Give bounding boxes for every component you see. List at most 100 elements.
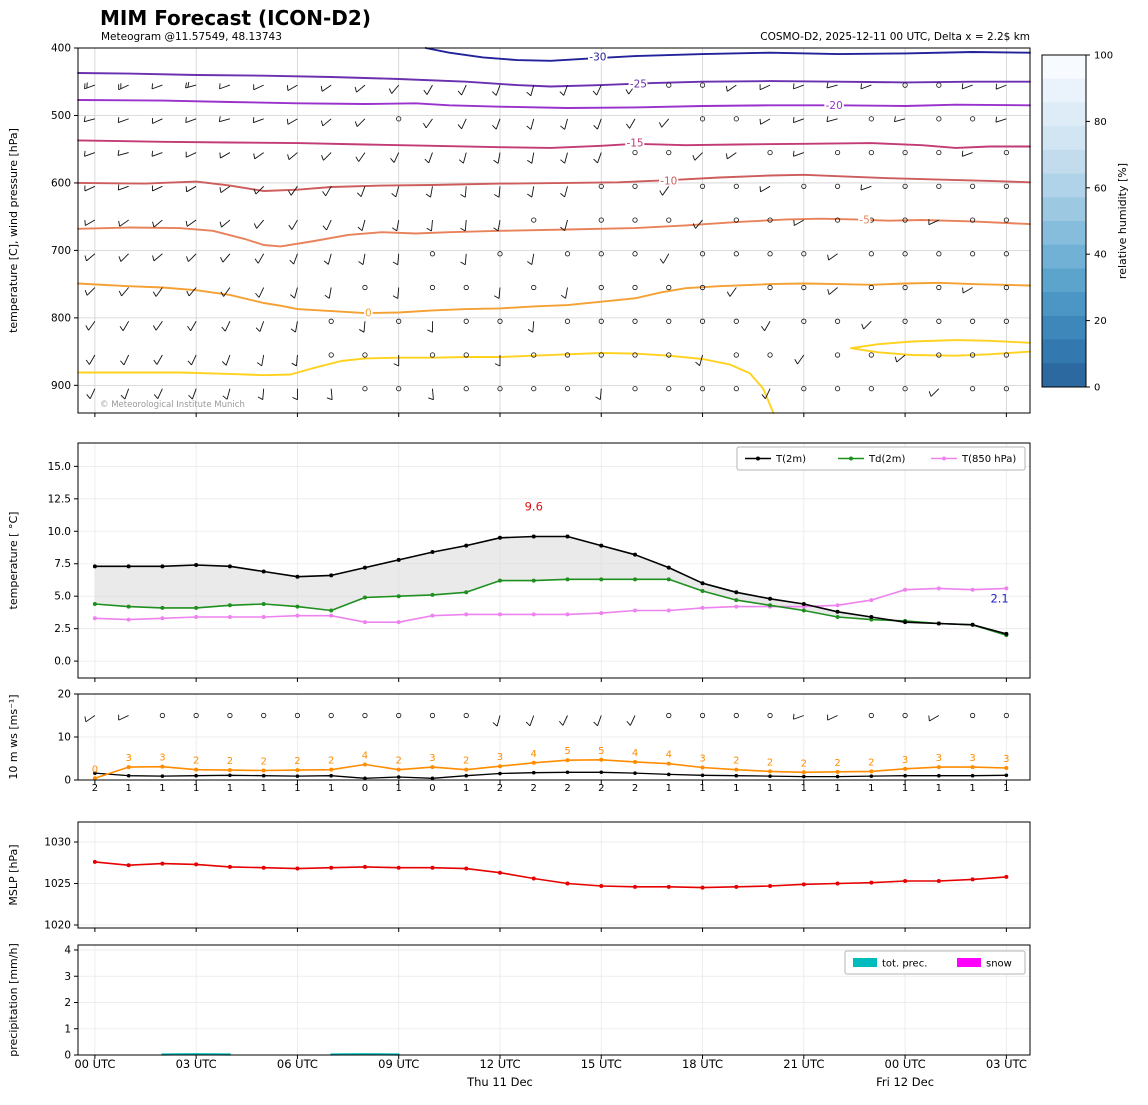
- svg-text:1: 1: [902, 783, 908, 794]
- svg-text:3: 3: [125, 753, 131, 764]
- svg-text:0: 0: [362, 783, 368, 794]
- svg-text:7.5: 7.5: [54, 558, 71, 570]
- svg-text:2: 2: [92, 783, 98, 794]
- svg-text:2: 2: [834, 758, 840, 769]
- svg-text:21 UTC: 21 UTC: [783, 1057, 824, 1071]
- svg-text:-5: -5: [859, 215, 869, 227]
- svg-text:100: 100: [1094, 51, 1113, 62]
- svg-text:2: 2: [463, 756, 469, 767]
- svg-text:3: 3: [902, 755, 908, 766]
- svg-text:© Meteorological Institute Mun: © Meteorological Institute Munich: [100, 400, 245, 410]
- svg-text:temperature [C], wind pressure: temperature [C], wind pressure [hPa]: [7, 128, 20, 333]
- svg-text:2: 2: [328, 756, 334, 767]
- svg-text:800: 800: [51, 312, 71, 324]
- svg-text:Thu 11 Dec: Thu 11 Dec: [466, 1075, 533, 1089]
- svg-text:3: 3: [969, 753, 975, 764]
- svg-text:4: 4: [666, 750, 672, 761]
- svg-text:00 UTC: 00 UTC: [885, 1057, 926, 1071]
- svg-text:-20: -20: [826, 100, 843, 112]
- precip-legend: tot. prec. snow: [844, 950, 1026, 975]
- svg-text:4: 4: [64, 945, 71, 957]
- svg-text:1: 1: [396, 783, 402, 794]
- svg-text:1: 1: [193, 783, 199, 794]
- svg-text:T(850 hPa): T(850 hPa): [961, 454, 1016, 465]
- svg-text:20: 20: [58, 689, 71, 701]
- svg-text:1: 1: [64, 1023, 71, 1035]
- svg-text:1: 1: [666, 783, 672, 794]
- svg-text:80: 80: [1094, 117, 1107, 128]
- temperature-contours: [77, 47, 1031, 414]
- upper-air-panel: -30 -25 -20 -15 -10 -5 0 © Meteorological Insti…: [7, 43, 1031, 417]
- svg-text:tot. prec.: tot. prec.: [882, 959, 927, 970]
- svg-text:18 UTC: 18 UTC: [682, 1057, 723, 1071]
- precipitation-panel: 0 1 2 3 4 precipitation [mm/h] tot. prec. snow: [7, 943, 1031, 1062]
- wind-panel: 03 3 2 2 2 2 2 4 2 3 2 3 4 5 5 4 4 3 2 2 2 2 2 3 3 3 32 1 1 1 1 1 1 1 0 1 0 1…: [7, 689, 1031, 794]
- x-axis: 00 UTC 03 UTC 06 UTC 09 UTC 12 UTC 15 UTC 18 U…: [74, 1057, 1027, 1089]
- svg-text:2.5: 2.5: [54, 623, 71, 635]
- svg-text:2: 2: [868, 757, 874, 768]
- svg-text:2: 2: [396, 756, 402, 767]
- svg-text:2: 2: [733, 756, 739, 767]
- svg-text:500: 500: [51, 110, 71, 122]
- svg-text:03 UTC: 03 UTC: [986, 1057, 1027, 1071]
- svg-text:9.6: 9.6: [525, 500, 543, 514]
- svg-text:snow: snow: [986, 959, 1012, 970]
- svg-text:1: 1: [801, 783, 807, 794]
- svg-text:12 UTC: 12 UTC: [479, 1057, 520, 1071]
- page-title: MIM Forecast (ICON-D2): [100, 6, 371, 30]
- svg-text:40: 40: [1094, 250, 1107, 261]
- svg-text:10: 10: [58, 732, 71, 744]
- svg-text:-30: -30: [589, 51, 606, 63]
- svg-text:400: 400: [51, 43, 71, 55]
- location-subtitle: Meteogram @11.57549, 48.13743: [101, 31, 282, 43]
- svg-text:-25: -25: [630, 78, 647, 90]
- svg-text:00 UTC: 00 UTC: [74, 1057, 115, 1071]
- svg-text:1: 1: [328, 783, 334, 794]
- model-run-info: COSMO-D2, 2025-12-11 00 UTC, Delta x = 2…: [760, 31, 1030, 43]
- svg-text:0: 0: [92, 764, 98, 775]
- temperature-legend: T(2m) Td(2m) T(850 hPa): [736, 446, 1026, 471]
- svg-text:1: 1: [767, 783, 773, 794]
- svg-text:2: 2: [260, 757, 266, 768]
- svg-text:2: 2: [193, 756, 199, 767]
- svg-text:3: 3: [497, 752, 503, 763]
- svg-text:4: 4: [362, 751, 368, 762]
- svg-text:-15: -15: [626, 138, 643, 150]
- svg-text:0: 0: [1094, 383, 1100, 394]
- svg-text:MSLP [hPa]: MSLP [hPa]: [7, 844, 20, 905]
- svg-text:20: 20: [1094, 316, 1107, 327]
- svg-text:1: 1: [699, 783, 705, 794]
- svg-text:Fri 12 Dec: Fri 12 Dec: [876, 1075, 934, 1089]
- svg-text:1030: 1030: [44, 837, 71, 849]
- svg-text:5: 5: [598, 746, 604, 757]
- svg-text:1: 1: [227, 783, 233, 794]
- svg-text:0: 0: [64, 775, 71, 787]
- svg-text:2.1: 2.1: [990, 592, 1008, 606]
- mslp-panel: 1020 1025 1030 MSLP [hPa]: [7, 821, 1031, 932]
- svg-text:2: 2: [227, 756, 233, 767]
- svg-text:-10: -10: [660, 175, 677, 187]
- svg-text:3: 3: [429, 753, 435, 764]
- svg-text:precipitation [mm/h]: precipitation [mm/h]: [7, 943, 20, 1057]
- svg-text:2: 2: [598, 783, 604, 794]
- humidity-colorbar: 0 20 40 60 80 100 relative humidity [%]: [1041, 51, 1129, 394]
- upper-air-grid: [78, 48, 1030, 413]
- svg-text:12.5: 12.5: [48, 493, 71, 505]
- svg-text:5: 5: [564, 746, 570, 757]
- svg-text:1: 1: [159, 783, 165, 794]
- temperature-panel: 9.6 2.1 0.0 2.5 5.0 7.5 10.0 12.5 15.0 temperatur…: [7, 442, 1031, 682]
- svg-text:5.0: 5.0: [54, 591, 71, 603]
- svg-text:1: 1: [868, 783, 874, 794]
- svg-text:4: 4: [531, 749, 537, 760]
- svg-text:60: 60: [1094, 183, 1107, 194]
- svg-text:2: 2: [632, 783, 638, 794]
- svg-text:15 UTC: 15 UTC: [581, 1057, 622, 1071]
- svg-text:0.0: 0.0: [54, 656, 71, 668]
- svg-text:3: 3: [699, 754, 705, 765]
- svg-text:1: 1: [260, 783, 266, 794]
- svg-text:09 UTC: 09 UTC: [378, 1057, 419, 1071]
- svg-text:0: 0: [64, 1050, 71, 1062]
- svg-text:temperature [ °C]: temperature [ °C]: [7, 512, 20, 610]
- svg-text:3: 3: [64, 971, 71, 983]
- svg-text:2: 2: [531, 783, 537, 794]
